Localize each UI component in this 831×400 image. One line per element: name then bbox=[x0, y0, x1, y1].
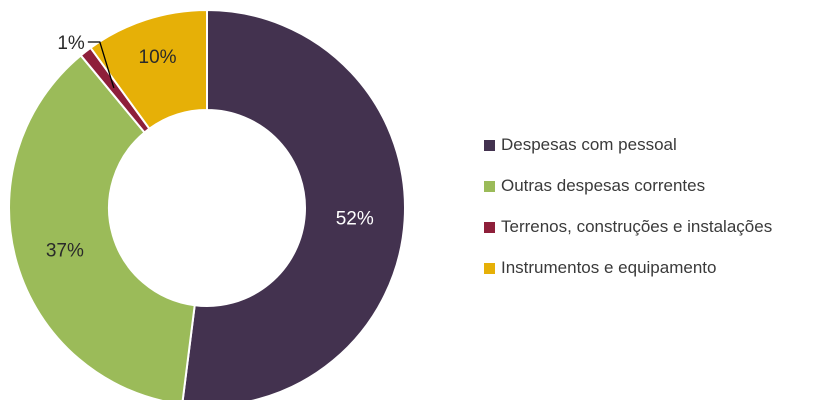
legend-label: Outras despesas correntes bbox=[501, 176, 706, 195]
data-label: 37% bbox=[46, 240, 84, 261]
donut-slice bbox=[89, 8, 208, 131]
legend-item: Outras despesas correntes bbox=[484, 176, 829, 196]
leader-line bbox=[87, 41, 115, 89]
data-label: 1% bbox=[57, 33, 85, 54]
donut-slice bbox=[8, 54, 196, 400]
legend-label: Terrenos, construções e instalações bbox=[501, 217, 773, 236]
data-label: 52% bbox=[336, 208, 374, 229]
legend-label: Instrumentos e equipamento bbox=[501, 258, 717, 277]
legend-swatch bbox=[484, 180, 495, 192]
legend-swatch bbox=[484, 262, 495, 274]
legend-item: Instrumentos e equipamento bbox=[484, 258, 829, 278]
legend-item: Terrenos, construções e instalações bbox=[484, 217, 829, 237]
donut-slice bbox=[181, 8, 406, 400]
legend-swatch bbox=[484, 221, 495, 233]
legend-label: Despesas com pessoal bbox=[501, 135, 677, 154]
legend: Despesas com pessoal Outras despesas cor… bbox=[484, 135, 829, 299]
legend-swatch bbox=[484, 139, 495, 151]
legend-item: Despesas com pessoal bbox=[484, 135, 829, 155]
data-label: 10% bbox=[139, 47, 177, 68]
